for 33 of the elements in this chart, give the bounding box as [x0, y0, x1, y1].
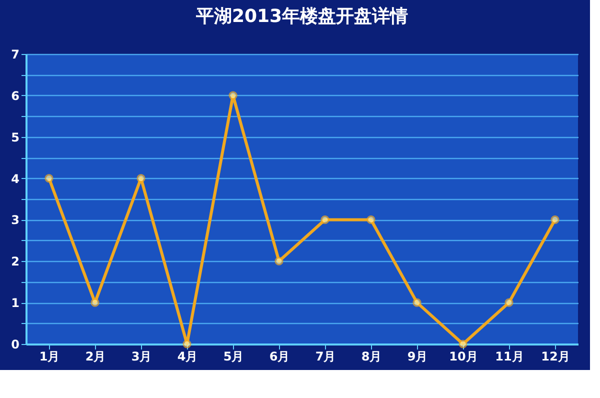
point: [274, 256, 284, 266]
y-tick-label: 2: [11, 254, 20, 269]
point: [228, 91, 238, 100]
x-tick-label: 10月: [449, 350, 478, 364]
x-tick-label: 1月: [39, 350, 60, 364]
y-tick-label: 0: [11, 338, 20, 352]
point: [136, 174, 146, 183]
point: [90, 298, 100, 307]
x-tick-label: 5月: [223, 350, 244, 364]
x-tick-label: 12月: [541, 350, 570, 364]
x-tick-label: 7月: [315, 350, 336, 364]
x-tick-label: 11月: [495, 350, 524, 364]
y-tick-label: 3: [11, 213, 20, 228]
y-tick-label: 5: [11, 130, 20, 144]
point: [412, 298, 422, 307]
y-tick-label: 1: [11, 296, 20, 310]
x-tick-label: 9月: [407, 350, 428, 364]
y-tick-label: 6: [11, 88, 20, 103]
point: [550, 215, 560, 224]
x-tick-label: 3月: [131, 350, 152, 364]
x-tick-label: 4月: [177, 350, 198, 364]
y-tick-label: 4: [11, 172, 20, 186]
point: [366, 215, 376, 224]
x-tick-label: 6月: [269, 350, 290, 364]
point: [320, 215, 330, 224]
y-tick-label: 7: [11, 48, 20, 62]
x-tick-label: 8月: [361, 350, 382, 364]
chart-title: 平湖2013年楼盘开盘详情: [194, 6, 408, 27]
point: [458, 340, 468, 348]
x-tick-label: 2月: [85, 350, 106, 364]
point: [182, 340, 192, 348]
point: [504, 298, 514, 307]
point: [44, 174, 54, 183]
